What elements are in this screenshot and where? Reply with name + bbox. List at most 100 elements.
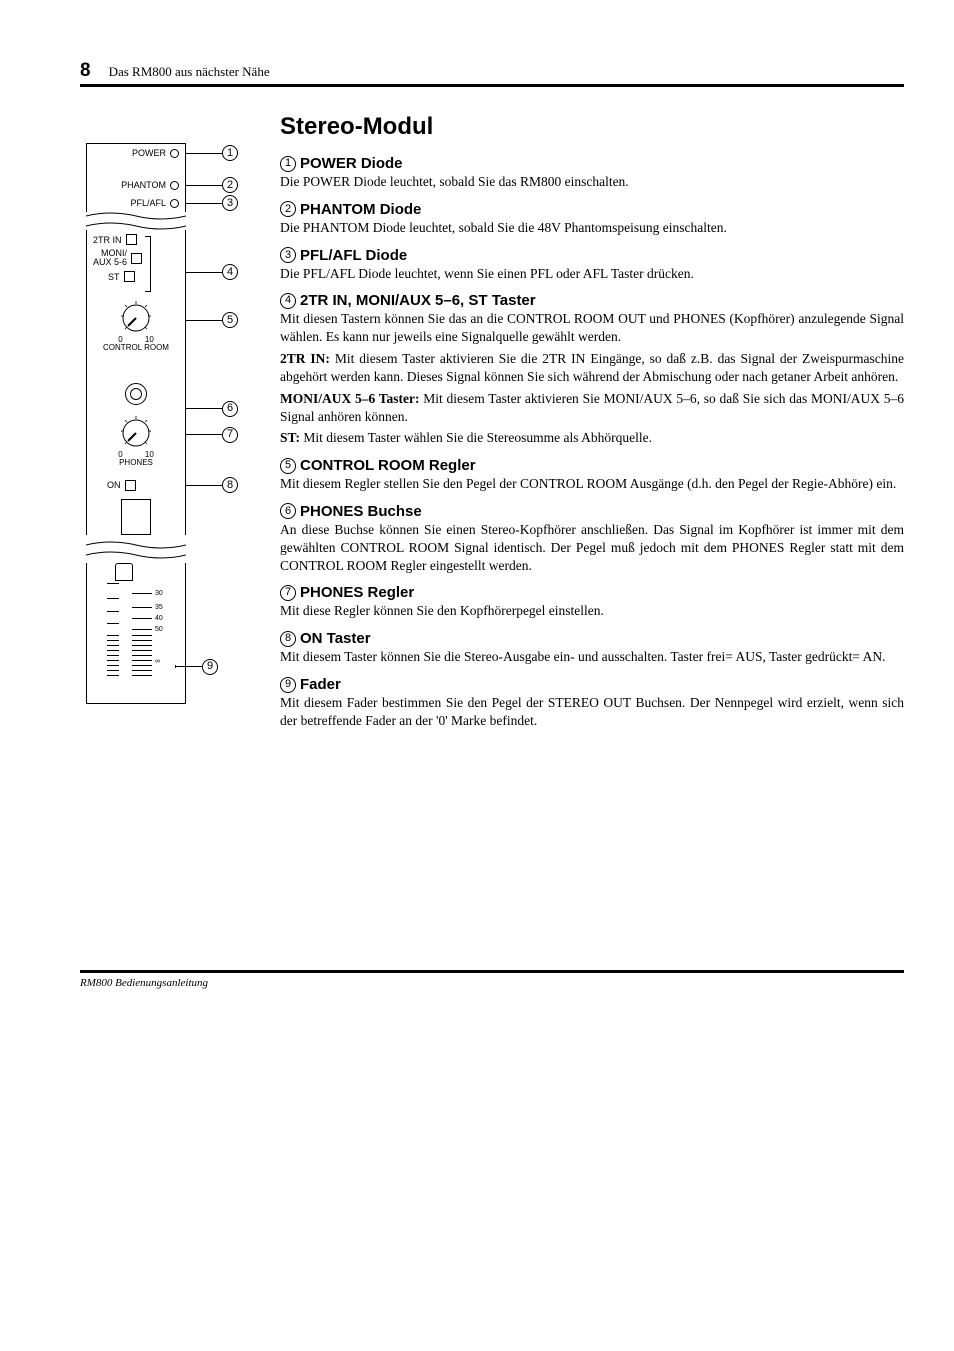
paragraph: Mit diesem Regler stellen Sie den Pegel … xyxy=(280,475,904,493)
fader-mark: 50 xyxy=(155,626,163,633)
led-icon xyxy=(170,149,179,158)
section-number: 6 xyxy=(280,503,296,519)
diagram-label-2trin: 2TR IN xyxy=(93,235,122,245)
section-title: Fader xyxy=(300,676,341,693)
fader-mark: ∞ xyxy=(155,658,160,665)
diagram-label-phantom: PHANTOM xyxy=(121,180,166,190)
diagram-label-aux: AUX 5-6 xyxy=(93,257,127,267)
section-number: 5 xyxy=(280,458,296,474)
section-title: 2TR IN, MONI/AUX 5–6, ST Taster xyxy=(300,292,536,309)
section-body: Die PHANTOM Diode leuchtet, sobald Sie d… xyxy=(280,219,904,237)
section-body: Mit diesem Taster können Sie die Stereo-… xyxy=(280,648,904,666)
footer-text: RM800 Bedienungsanleitung xyxy=(80,977,904,989)
section-title: POWER Diode xyxy=(300,155,403,172)
diagram-label-power: POWER xyxy=(132,148,166,158)
paragraph: Die PFL/AFL Diode leuchtet, wenn Sie ein… xyxy=(280,265,904,283)
section-heading: 7PHONES Regler xyxy=(280,584,904,601)
paragraph: Mit diesem Fader bestimmen Sie den Pegel… xyxy=(280,694,904,730)
fader-mark: 35 xyxy=(155,604,163,611)
callout-number: 6 xyxy=(222,401,238,417)
paragraph: ST: Mit diesem Taster wählen Sie die Ste… xyxy=(280,429,904,447)
wave-break-icon xyxy=(86,212,186,230)
callout-number: 7 xyxy=(222,427,238,443)
section-title: PHONES Buchse xyxy=(300,503,422,520)
section: 42TR IN, MONI/AUX 5–6, ST TasterMit dies… xyxy=(280,292,904,447)
section-heading: 9Fader xyxy=(280,676,904,693)
paragraph: Die PHANTOM Diode leuchtet, sobald Sie d… xyxy=(280,219,904,237)
section-body: Die POWER Diode leuchtet, sobald Sie das… xyxy=(280,173,904,191)
paragraph: Mit diese Regler können Sie den Kopfhöre… xyxy=(280,602,904,620)
callout-number: 4 xyxy=(222,264,238,280)
section: 5CONTROL ROOM ReglerMit diesem Regler st… xyxy=(280,457,904,493)
led-icon xyxy=(170,199,179,208)
diagram-label-pflafl: PFL/AFL xyxy=(130,198,166,208)
section-body: Mit diesem Regler stellen Sie den Pegel … xyxy=(280,475,904,493)
footer-rule xyxy=(80,970,904,973)
section-number: 1 xyxy=(280,156,296,172)
section-title: ON Taster xyxy=(300,630,371,647)
paragraph: Mit diesem Taster können Sie die Stereo-… xyxy=(280,648,904,666)
knob-icon xyxy=(116,411,156,451)
button-icon xyxy=(131,253,142,264)
paragraph-lead: MONI/AUX 5–6 Taster: xyxy=(280,391,420,406)
section-title: CONTROL ROOM Regler xyxy=(300,457,476,474)
section-heading: 42TR IN, MONI/AUX 5–6, ST Taster xyxy=(280,292,904,309)
button-icon xyxy=(124,271,135,282)
section-body: Mit diese Regler können Sie den Kopfhöre… xyxy=(280,602,904,620)
callout-number: 3 xyxy=(222,195,238,211)
paragraph: MONI/AUX 5–6 Taster: Mit diesem Taster a… xyxy=(280,390,904,426)
diagram-label-on: ON xyxy=(107,480,121,490)
section: 8ON TasterMit diesem Taster können Sie d… xyxy=(280,630,904,666)
callout-number: 8 xyxy=(222,477,238,493)
section: 7PHONES ReglerMit diese Regler können Si… xyxy=(280,584,904,620)
paragraph-lead: ST: xyxy=(280,430,300,445)
wave-break-icon xyxy=(86,541,186,559)
section-number: 9 xyxy=(280,677,296,693)
section: 2PHANTOM DiodeDie PHANTOM Diode leuchtet… xyxy=(280,201,904,237)
callout-number: 9 xyxy=(202,659,218,675)
section: 9FaderMit diesem Fader bestimmen Sie den… xyxy=(280,676,904,730)
fader-mark: 30 xyxy=(155,590,163,597)
section-heading: 2PHANTOM Diode xyxy=(280,201,904,218)
fader-mark: 40 xyxy=(155,615,163,622)
diagram-label-st: ST xyxy=(108,272,120,282)
button-icon xyxy=(125,480,136,491)
callout-number: 1 xyxy=(222,145,238,161)
fader-track: 30 35 40 50 ∞ xyxy=(97,563,175,703)
module-diagram: POWER 1 PHANTOM 2 xyxy=(80,113,260,740)
paragraph: Mit diesen Tastern können Sie das an die… xyxy=(280,310,904,346)
section-title: PFL/AFL Diode xyxy=(300,247,407,264)
section-number: 8 xyxy=(280,631,296,647)
diagram-label-controlroom: CONTROL ROOM xyxy=(103,343,169,352)
callout-number: 5 xyxy=(222,312,238,328)
section-number: 4 xyxy=(280,293,296,309)
jack-icon xyxy=(125,383,147,405)
section-number: 2 xyxy=(280,201,296,217)
header-rule xyxy=(80,84,904,87)
section-body: Die PFL/AFL Diode leuchtet, wenn Sie ein… xyxy=(280,265,904,283)
section-heading: 3PFL/AFL Diode xyxy=(280,247,904,264)
section: 6PHONES BuchseAn diese Buchse können Sie… xyxy=(280,503,904,574)
section-title: PHONES Regler xyxy=(300,584,414,601)
text-column: Stereo-Modul 1POWER DiodeDie POWER Diode… xyxy=(280,113,904,740)
section-title: PHANTOM Diode xyxy=(300,201,421,218)
button-icon xyxy=(126,234,137,245)
paragraph: 2TR IN: Mit diesem Taster aktivieren Sie… xyxy=(280,350,904,386)
section-body: An diese Buchse können Sie einen Stereo-… xyxy=(280,521,904,574)
page-title: Stereo-Modul xyxy=(280,113,904,141)
section-heading: 8ON Taster xyxy=(280,630,904,647)
diagram-label-phones: PHONES xyxy=(119,458,153,467)
section-number: 3 xyxy=(280,247,296,263)
section: 3PFL/AFL DiodeDie PFL/AFL Diode leuchtet… xyxy=(280,247,904,283)
section-body: Mit diesem Fader bestimmen Sie den Pegel… xyxy=(280,694,904,730)
running-header: Das RM800 aus nächster Nähe xyxy=(109,64,270,80)
knob-icon xyxy=(116,296,156,336)
paragraph: An diese Buchse können Sie einen Stereo-… xyxy=(280,521,904,574)
section-number: 7 xyxy=(280,585,296,601)
paragraph: Die POWER Diode leuchtet, sobald Sie das… xyxy=(280,173,904,191)
section-heading: 5CONTROL ROOM Regler xyxy=(280,457,904,474)
section-heading: 6PHONES Buchse xyxy=(280,503,904,520)
page-number: 8 xyxy=(80,60,91,82)
section-heading: 1POWER Diode xyxy=(280,155,904,172)
fader-slot-icon xyxy=(121,499,151,535)
